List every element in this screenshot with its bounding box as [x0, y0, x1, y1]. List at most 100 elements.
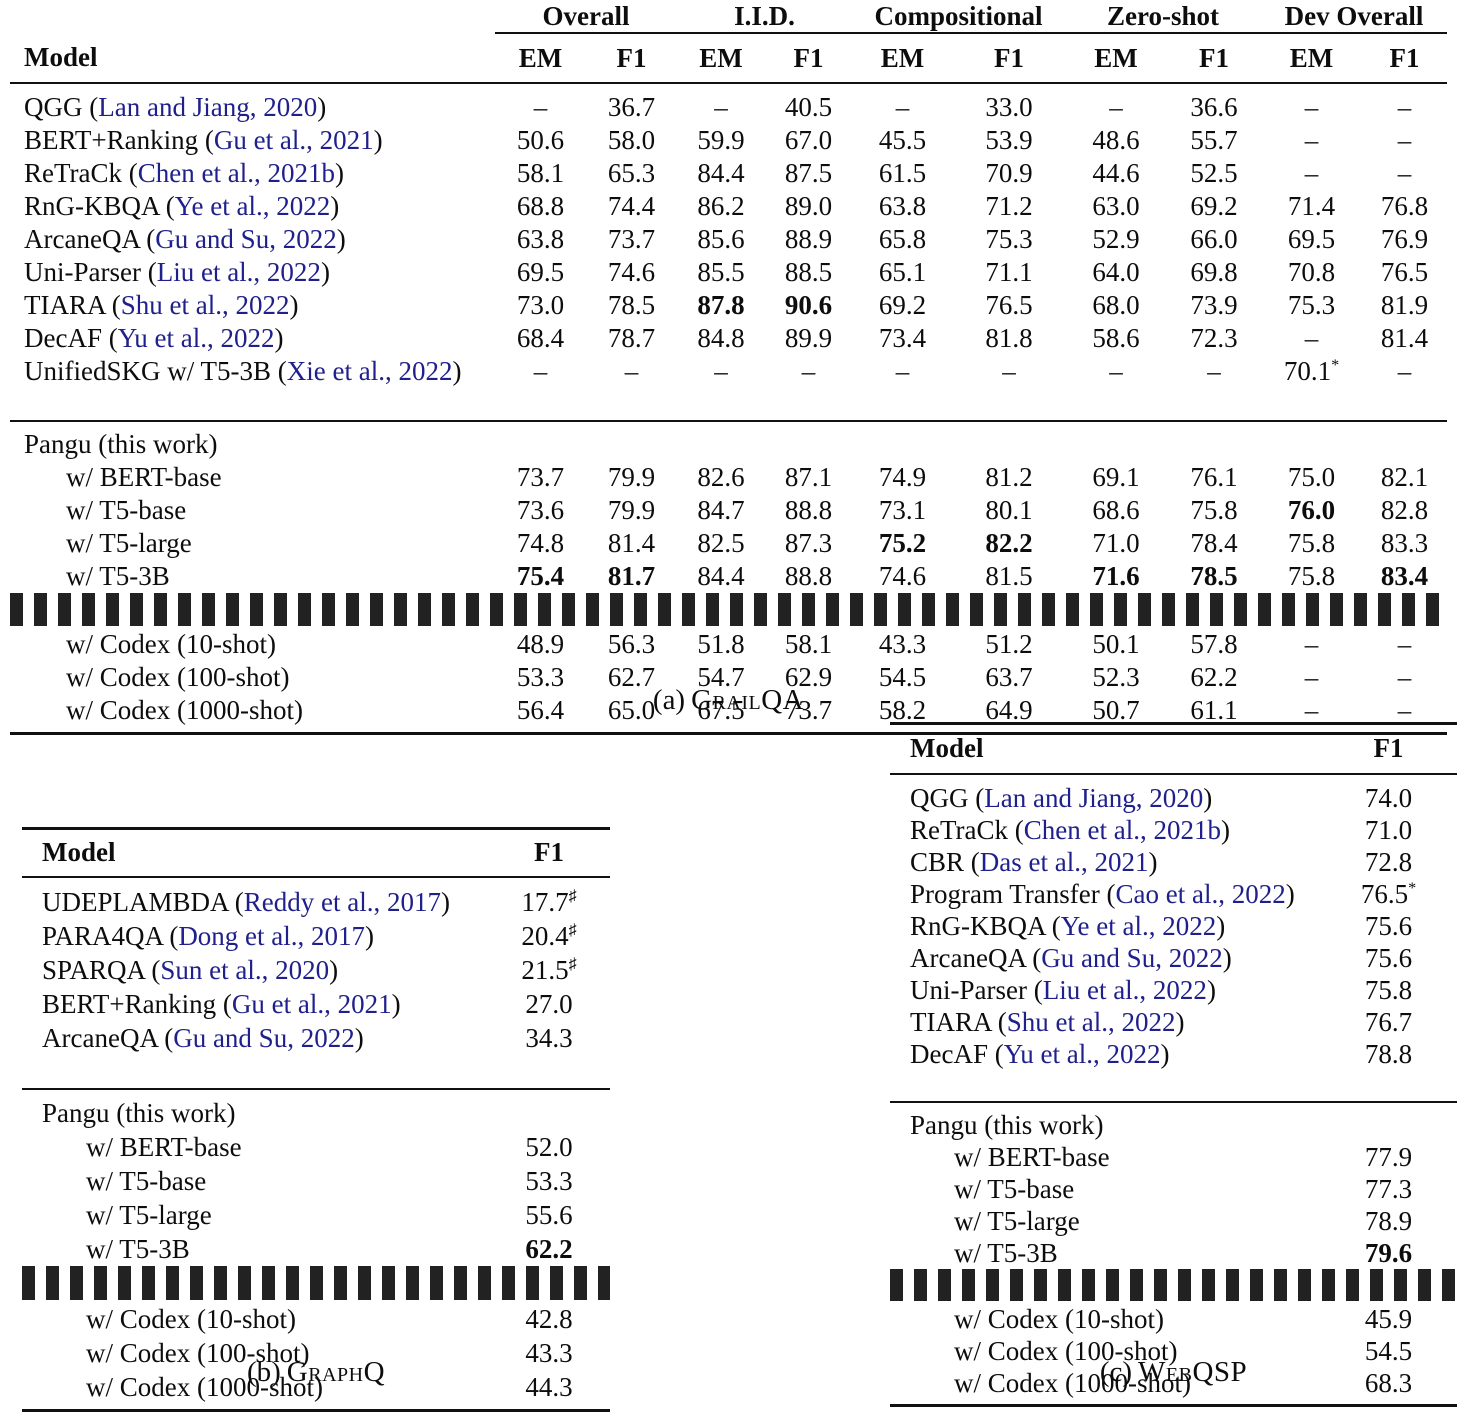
model-cell: w/ T5-large	[10, 527, 495, 560]
value-cell: 76.1	[1167, 461, 1261, 494]
value-cell: 81.2	[953, 461, 1065, 494]
value-cell: 55.7	[1167, 124, 1261, 157]
metric-value: –	[1002, 356, 1016, 386]
graphq-results-table: Model F1 UDEPLAMBDA (Reddy et al., 2017) 1…	[22, 827, 610, 1412]
citation-link[interactable]: Dong et al., 2017	[178, 920, 366, 951]
value-cell: 88.8	[765, 560, 852, 593]
metric-value: 88.8	[784, 561, 833, 591]
value-cell: 73.7	[586, 223, 677, 256]
metric-column-header: F1	[1320, 723, 1457, 775]
model-cell: w/ T5-large	[22, 1198, 488, 1232]
citation-link[interactable]: Shu et al., 2022	[1006, 1006, 1176, 1037]
citation-link[interactable]: Gu and Su, 2022	[173, 1022, 355, 1053]
metric-value: 81.5	[985, 561, 1033, 591]
value-cell: 58.1	[765, 626, 852, 661]
metric-value: 36.6	[1190, 92, 1238, 122]
value-cell: 53.3	[488, 1164, 610, 1198]
citation-link[interactable]: Gu and Su, 2022	[155, 224, 337, 254]
value-cell: 84.8	[677, 322, 765, 355]
metric-value: 78.5	[1190, 561, 1238, 591]
model-name: Pangu (this work)	[910, 1109, 1104, 1140]
metric-value: –	[1397, 158, 1412, 188]
model-cell: QGG (Lan and Jiang, 2020)	[910, 782, 1213, 813]
metric-value: 82.2	[985, 528, 1033, 558]
model-name: PARA4QA	[42, 920, 163, 951]
citation-link[interactable]: Gu et al., 2021	[213, 125, 374, 155]
value-cell: 56.4	[495, 694, 586, 734]
citation-link[interactable]: Xie et al., 2022	[286, 356, 453, 386]
section-separator-row	[10, 593, 1448, 626]
value-cell: –	[1261, 661, 1362, 694]
citation-link[interactable]: Yu et al., 2022	[117, 323, 275, 353]
metric-value: 86.2	[697, 191, 745, 221]
value-cell: 68.0	[1065, 289, 1167, 322]
value-cell: 71.4	[1261, 190, 1362, 223]
value-cell: 86.2	[677, 190, 765, 223]
value-cell: 82.8	[1362, 494, 1447, 527]
citation-link[interactable]: Lan and Jiang, 2020	[98, 92, 318, 122]
model-name: w/ T5-large	[954, 1205, 1080, 1236]
citation-link[interactable]: Ye et al., 2022	[174, 191, 331, 221]
citation-link[interactable]: Cao et al., 2022	[1115, 878, 1286, 909]
table-row: RnG-KBQA (Ye et al., 2022) 75.6	[890, 910, 1457, 942]
citation-link[interactable]: Lan and Jiang, 2020	[984, 782, 1204, 813]
value-cell: 70.9	[953, 157, 1065, 190]
value-cell: 51.2	[953, 626, 1065, 661]
value-cell: 66.0	[1167, 223, 1261, 256]
citation-link[interactable]: Yu et al., 2022	[1003, 1038, 1161, 1069]
value-cell: 69.8	[1167, 256, 1261, 289]
caption-dataset-name: WebQSP	[1138, 1356, 1248, 1388]
citation-link[interactable]: Das et al., 2021	[979, 846, 1149, 877]
model-name: QGG	[24, 92, 83, 122]
metric-value: –	[1397, 92, 1412, 122]
metric-value: 64.9	[985, 695, 1033, 725]
value-cell: 50.6	[495, 124, 586, 157]
citation-link[interactable]: Gu and Su, 2022	[1041, 942, 1223, 973]
metric-value: 80.1	[985, 495, 1033, 525]
citation-link[interactable]: Chen et al., 2021b	[137, 158, 335, 188]
value-cell: 81.4	[1362, 322, 1447, 355]
metric-value: –	[1304, 629, 1319, 659]
value-cell: –	[1167, 355, 1261, 388]
metric-value: 50.6	[516, 125, 565, 155]
metric-value: 75.8	[1190, 495, 1238, 525]
model-name: DecAF	[24, 323, 102, 353]
value-cell: 87.3	[765, 527, 852, 560]
metric-value: 84.4	[697, 158, 745, 188]
metric-value: 40.5	[784, 92, 833, 122]
metric-value: 54.5	[1364, 1335, 1413, 1366]
model-cell: w/ T5-base	[10, 494, 495, 527]
metric-value: 68.0	[1092, 290, 1140, 320]
value-cell: 58.6	[1065, 322, 1167, 355]
model-cell: w/ BERT-base	[22, 1130, 488, 1164]
citation-link[interactable]: Reddy et al., 2017	[243, 886, 441, 917]
citation-link[interactable]: Shu et al., 2022	[120, 290, 290, 320]
value-cell: 85.6	[677, 223, 765, 256]
citation-link[interactable]: Liu et al., 2022	[1042, 974, 1207, 1005]
value-cell: 73.6	[495, 494, 586, 527]
table-row: ArcaneQA (Gu and Su, 2022) 63.8 73.7 85.6 88…	[10, 223, 1447, 256]
citation-link[interactable]: Ye et al., 2022	[1060, 910, 1217, 941]
value-cell: 88.8	[765, 494, 852, 527]
value-cell: 63.0	[1065, 190, 1167, 223]
metric-value: 75.3	[985, 224, 1033, 254]
value-cell: –	[852, 83, 953, 124]
citation-link[interactable]: Sun et al., 2020	[160, 954, 330, 985]
metric-value: 75.3	[1287, 290, 1336, 320]
model-name: w/ Codex (10-shot)	[86, 1303, 296, 1334]
value-cell: 63.7	[953, 661, 1065, 694]
metric-value: 62.2	[1190, 662, 1238, 692]
superscript-marker: *	[1331, 356, 1340, 374]
metric-value: 69.1	[1092, 462, 1140, 492]
metric-value: 58.2	[878, 695, 927, 725]
citation-link[interactable]: Chen et al., 2021b	[1023, 814, 1221, 845]
citation-link[interactable]: Liu et al., 2022	[156, 257, 321, 287]
value-cell: 69.5	[495, 256, 586, 289]
metric-value: –	[895, 356, 910, 386]
citation-link[interactable]: Gu et al., 2021	[231, 988, 392, 1019]
model-cell: ReTraCk (Chen et al., 2021b)	[910, 814, 1230, 845]
metric-value: 68.6	[1092, 495, 1140, 525]
value-cell: 62.2	[1167, 661, 1261, 694]
value-cell: 50.1	[1065, 626, 1167, 661]
metric-value: 65.3	[607, 158, 656, 188]
